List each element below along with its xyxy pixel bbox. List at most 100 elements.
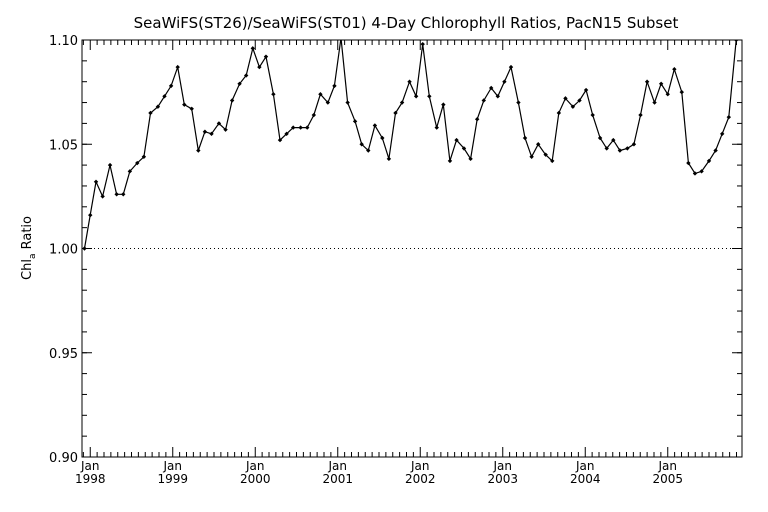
data-point-marker <box>468 156 473 162</box>
y-axis-label-subscript: a <box>28 254 38 260</box>
data-point-marker <box>114 192 119 197</box>
data-point-marker <box>699 169 704 174</box>
data-point-marker <box>277 137 283 143</box>
data-point-marker <box>502 79 507 84</box>
data-point-marker <box>427 94 432 99</box>
data-point-marker <box>550 158 555 164</box>
data-point-marker <box>168 83 174 89</box>
data-point-marker <box>489 85 494 91</box>
x-tick-month-label: Jan <box>493 459 513 473</box>
data-point-marker <box>590 112 595 118</box>
data-point-marker <box>434 125 439 130</box>
data-point-marker <box>529 154 534 159</box>
data-point-marker <box>461 146 467 151</box>
x-tick-month-label: Jan <box>328 459 348 473</box>
data-point-marker <box>135 160 140 166</box>
y-tick-label: 0.95 <box>49 347 78 362</box>
y-axis: 0.90 0.95 1.00 1.05 1.10 <box>49 34 742 466</box>
x-axis: Jan1998Jan1999Jan2000Jan2001Jan2002Jan20… <box>75 40 737 486</box>
x-tick-year-label: 2002 <box>405 472 436 486</box>
data-point-marker <box>454 137 459 143</box>
data-point-marker <box>229 98 235 103</box>
data-point-marker <box>107 162 113 168</box>
data-point-marker <box>481 98 486 103</box>
data-point-marker <box>352 119 358 124</box>
x-tick-year-label: 2005 <box>652 472 683 486</box>
data-point-marker <box>93 179 99 184</box>
x-tick-month-label: Jan <box>575 459 595 473</box>
data-point-marker <box>325 100 331 105</box>
data-point-marker <box>611 137 616 143</box>
x-tick-month-label: Jan <box>245 459 265 473</box>
data-point-marker <box>644 79 650 84</box>
data-point-marker <box>516 100 521 105</box>
data-point-marker <box>332 83 337 89</box>
data-point-marker <box>284 131 289 137</box>
data-point-marker <box>734 40 739 43</box>
data-point-marker <box>686 160 691 166</box>
data-point-marker <box>100 194 105 199</box>
data-point-marker <box>148 110 153 116</box>
data-point-marker <box>127 169 133 174</box>
data-point-marker <box>189 106 194 112</box>
data-point-marker <box>447 158 453 164</box>
data-point-marker <box>563 96 568 101</box>
data-point-marker <box>359 142 364 147</box>
x-tick-year-label: 1999 <box>157 472 188 486</box>
data-point-marker <box>508 64 514 70</box>
data-point-marker <box>706 158 712 164</box>
data-point-marker <box>638 112 643 118</box>
data-point-marker <box>82 246 87 251</box>
data-point-marker <box>679 89 684 95</box>
data-point-marker <box>182 102 187 107</box>
data-point-marker <box>141 154 147 159</box>
data-point-marker <box>652 100 657 105</box>
data-point-marker <box>291 125 296 130</box>
x-tick-month-label: Jan <box>80 459 100 473</box>
data-point-marker <box>604 146 609 151</box>
data-point-marker <box>672 66 677 72</box>
data-point-marker <box>495 94 500 99</box>
data-point-marker <box>625 146 630 151</box>
data-point-marker <box>720 131 725 137</box>
data-point-marker <box>209 131 214 137</box>
x-tick-month-label: Jan <box>658 459 678 473</box>
data-point-marker <box>271 92 276 97</box>
y-tick-label: 0.90 <box>49 451 78 466</box>
data-point-marker <box>577 98 582 103</box>
y-axis-label-main: Chl <box>20 259 35 280</box>
data-point-marker <box>441 102 446 107</box>
data-point-marker <box>162 94 167 99</box>
data-point-marker <box>556 110 562 116</box>
x-tick-year-label: 2000 <box>240 472 271 486</box>
x-tick-year-label: 2004 <box>570 472 601 486</box>
data-point-marker <box>305 125 310 130</box>
y-axis-label-rest: Ratio <box>20 216 35 254</box>
data-point-marker <box>399 100 405 105</box>
data-point-marker <box>420 41 425 47</box>
y-tick-label: 1.10 <box>49 34 78 49</box>
data-point-marker <box>631 142 637 147</box>
data-point-marker <box>393 110 398 116</box>
data-point-marker <box>311 112 317 118</box>
data-point-marker <box>726 114 731 120</box>
data-point-marker <box>474 117 480 122</box>
data-point-marker <box>216 121 222 126</box>
data-point-marker <box>121 192 126 197</box>
y-tick-label: 1.00 <box>49 243 78 258</box>
data-point-marker <box>243 73 249 78</box>
data-point-marker <box>372 123 378 128</box>
data-point-marker <box>658 81 664 86</box>
x-tick-month-label: Jan <box>410 459 430 473</box>
data-point-marker <box>665 92 670 97</box>
data-point-marker <box>250 46 255 51</box>
data-point-marker <box>366 148 371 153</box>
data-point-marker <box>88 212 93 218</box>
data-point-marker <box>737 17 741 21</box>
y-axis-label: Chla Ratio <box>20 216 38 280</box>
data-point-marker <box>340 40 342 41</box>
data-point-marker <box>536 142 541 147</box>
data-point-marker <box>263 54 269 59</box>
data-point-marker <box>597 135 603 141</box>
data-point-marker <box>223 127 228 132</box>
